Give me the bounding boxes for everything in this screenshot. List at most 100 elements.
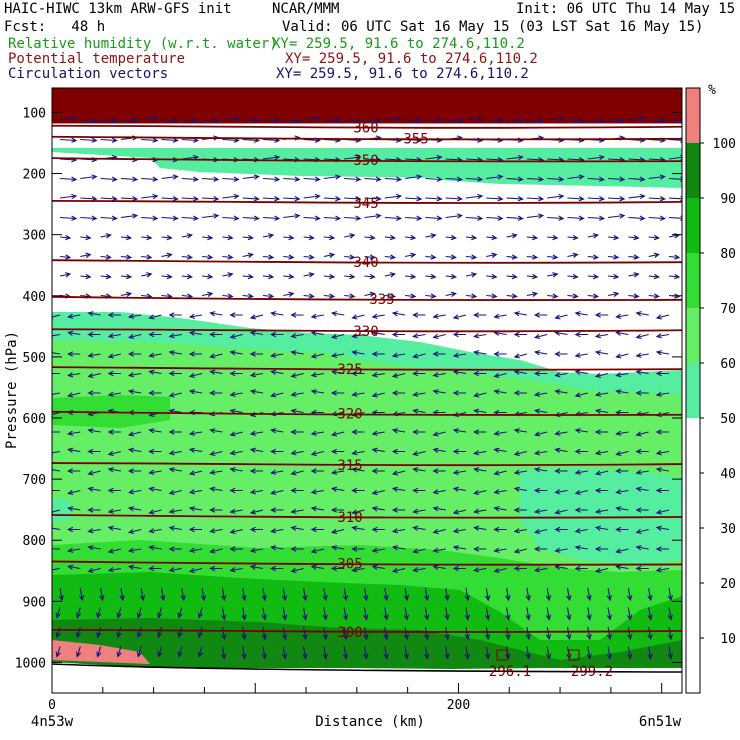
vector-arrow [290, 487, 304, 494]
theta-label-300: 300 [337, 625, 362, 641]
vector-arrow [202, 254, 214, 260]
vector-arrow [330, 545, 345, 551]
x-tick-label: 0 [48, 698, 56, 713]
vector-arrow [52, 411, 61, 418]
vector-arrow [545, 626, 552, 641]
vector-arrow [574, 369, 588, 375]
vector-arrow [513, 331, 527, 338]
vector-arrow [574, 331, 588, 338]
vector-arrow [628, 272, 640, 278]
vector-arrow [310, 468, 324, 474]
vector-arrow [412, 333, 426, 339]
vector-arrow [136, 607, 143, 619]
vector-arrow [310, 313, 324, 319]
vector-arrow [452, 448, 466, 455]
vector-arrow [209, 390, 223, 396]
vector-arrow [648, 215, 666, 221]
vector-arrow [594, 312, 609, 318]
vector-arrow [168, 467, 182, 473]
colorbar-label: 30 [720, 522, 736, 537]
vector-arrow [290, 333, 304, 339]
vector-arrow [473, 350, 487, 356]
vector-arrow [647, 646, 653, 660]
vector-arrow [384, 293, 397, 299]
vector-arrow [533, 431, 548, 437]
vector-arrow [465, 176, 484, 182]
vector-arrow [545, 587, 552, 602]
vector-arrow [107, 391, 121, 397]
vector-arrow [168, 546, 182, 552]
vector-arrow [344, 154, 362, 161]
vector-arrow [249, 447, 264, 453]
colorbar-swatch [686, 418, 700, 473]
vector-arrow [229, 567, 243, 573]
vector-arrow [87, 352, 101, 358]
vector-arrow [75, 607, 82, 619]
vector-arrow [242, 252, 254, 258]
vector-arrow [554, 526, 568, 533]
vector-arrow [608, 176, 626, 182]
vector-arrow [242, 273, 254, 280]
theta-contour-350 [52, 157, 682, 163]
vector-arrow [566, 587, 572, 602]
vector-arrow [161, 137, 179, 143]
vector-arrow [554, 547, 568, 553]
vector-arrow [351, 333, 365, 339]
vector-arrow [120, 273, 133, 280]
vector-arrow [493, 506, 507, 512]
vector-arrow [425, 215, 443, 221]
vector-arrow [351, 467, 365, 473]
vector-arrow [310, 526, 324, 533]
right-endpoint-label: 6n51w [639, 714, 682, 730]
vector-arrow [526, 254, 539, 260]
vector-arrow [141, 176, 159, 182]
vector-arrow [148, 390, 162, 396]
vector-arrow [107, 312, 121, 318]
vector-arrow [87, 448, 101, 455]
vector-arrow [364, 254, 376, 260]
vector-arrow [627, 646, 633, 660]
vector-arrow [655, 314, 670, 320]
vector-arrow [148, 369, 162, 375]
vector-arrow [647, 587, 653, 602]
vector-arrow [405, 273, 417, 280]
vector-arrow [465, 254, 478, 260]
vector-arrow [554, 509, 568, 515]
vector-arrow [432, 489, 446, 495]
vector-arrow [364, 213, 382, 219]
vector-arrow [330, 486, 345, 492]
vector-arrow [188, 470, 203, 476]
vector-arrow [513, 548, 528, 554]
vector-arrow [330, 352, 345, 358]
vector-arrow [148, 528, 162, 534]
vector-arrow [513, 565, 527, 572]
vector-arrow [177, 607, 183, 619]
vector-arrow [655, 370, 669, 377]
vector-arrow [283, 273, 295, 280]
colorbar-frame [685, 87, 701, 694]
vector-arrow [364, 291, 376, 297]
vector-arrow [383, 626, 389, 641]
vector-arrow [506, 273, 518, 280]
vector-arrow [148, 352, 162, 358]
vector-arrow [67, 506, 81, 512]
vector-arrow [432, 313, 446, 319]
vector-arrow [160, 587, 166, 602]
vector-arrow [567, 118, 585, 124]
vector-arrow [412, 467, 426, 473]
vector-arrow [391, 528, 406, 534]
vector-arrow [525, 626, 531, 641]
vector-arrow [526, 273, 539, 280]
vector-arrow [574, 469, 588, 475]
vector-arrow [432, 431, 446, 437]
vector-arrow [554, 372, 568, 378]
vector-arrow [486, 252, 498, 258]
vector-arrow [404, 252, 417, 258]
vector-arrow [493, 547, 507, 553]
vector-arrow [168, 350, 182, 356]
vector-arrow [383, 587, 389, 602]
vector-arrow [148, 314, 162, 320]
vector-arrow [371, 372, 385, 378]
vector-arrow [648, 196, 666, 202]
